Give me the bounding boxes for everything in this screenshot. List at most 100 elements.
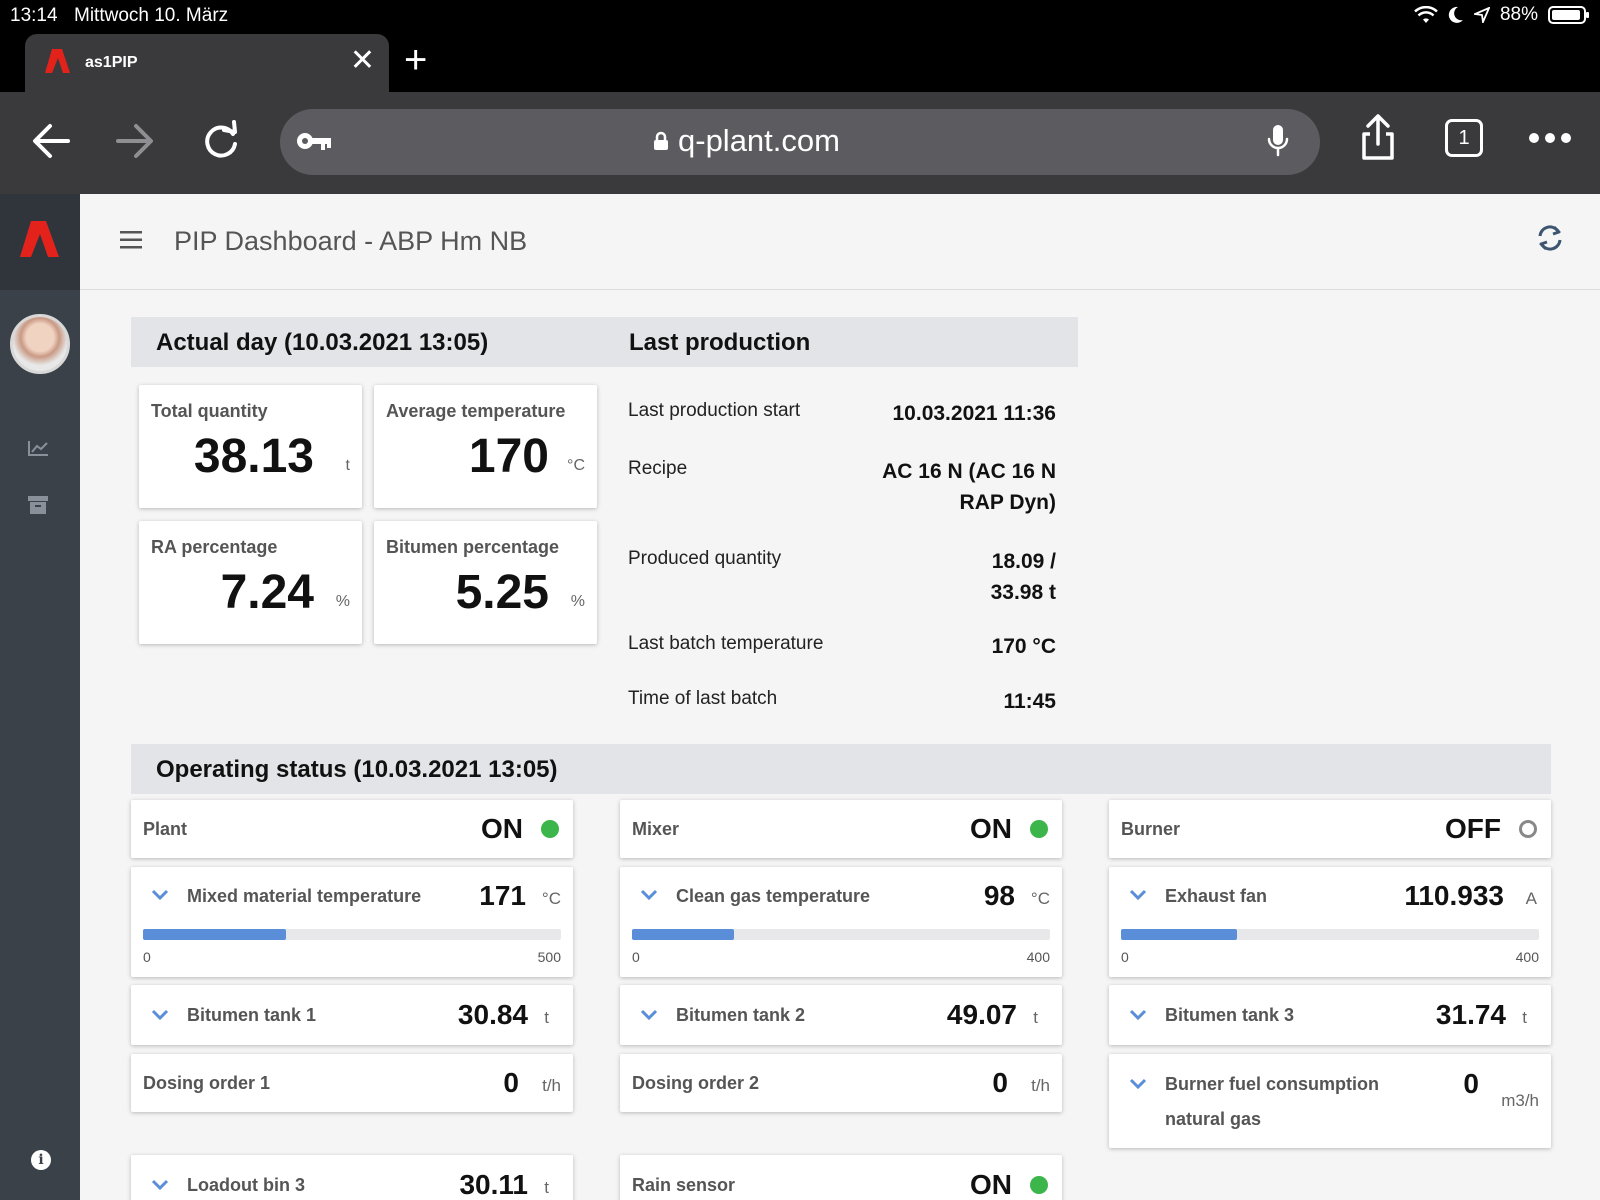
battery-icon <box>1548 6 1589 24</box>
status-rain-sensor: Rain sensor ON <box>620 1155 1062 1200</box>
status-dosing-order-1: Dosing order 1 0 t/h <box>131 1054 573 1112</box>
kpi-value: 170 <box>468 430 549 483</box>
lp-label: Last production start <box>628 400 801 421</box>
archive-icon[interactable] <box>27 495 49 515</box>
back-icon[interactable] <box>30 120 72 162</box>
avatar[interactable] <box>10 314 70 374</box>
chevron-down-icon[interactable] <box>1129 1078 1147 1090</box>
status-dosing-order-2: Dosing order 2 0 t/h <box>620 1054 1062 1112</box>
kpi-label: Total quantity <box>151 401 268 421</box>
status-unit: t/h <box>1031 1076 1050 1095</box>
info-icon[interactable]: i <box>31 1150 51 1170</box>
status-state: ON <box>481 813 523 844</box>
ammann-logo-icon <box>45 49 70 73</box>
app-header: PIP Dashboard - ABP Hm NB <box>80 194 1600 290</box>
refresh-icon[interactable] <box>1536 224 1564 252</box>
url-text[interactable]: q-plant.com <box>678 123 840 158</box>
operating-status-title: Operating status (10.03.2021 13:05) <box>156 756 558 783</box>
kpi-value: 5.25 <box>455 566 549 619</box>
chevron-down-icon[interactable] <box>640 889 658 901</box>
status-dot <box>1030 1176 1048 1194</box>
gauge-track <box>1121 929 1539 940</box>
status-plant: Plant ON <box>131 800 573 858</box>
forward-icon[interactable] <box>114 120 156 162</box>
status-value: 0 <box>992 1067 1008 1098</box>
kpi-bitumen-percentage: Bitumen percentage 5.25 % <box>374 521 597 644</box>
reload-icon[interactable] <box>200 120 242 162</box>
key-icon[interactable] <box>296 127 332 155</box>
status-bitumen-tank-1[interactable]: Bitumen tank 1 30.84 t <box>131 985 573 1045</box>
chevron-down-icon[interactable] <box>1129 1009 1147 1021</box>
new-tab-button[interactable]: + <box>404 38 428 82</box>
gauge-track <box>632 929 1050 940</box>
chevron-down-icon[interactable] <box>151 1179 169 1191</box>
last-production-title: Last production <box>629 329 811 356</box>
microphone-icon[interactable] <box>1266 123 1290 159</box>
kpi-value: 7.24 <box>220 566 314 619</box>
status-unit: t <box>1033 1008 1038 1027</box>
chart-icon[interactable] <box>27 439 49 457</box>
actual-day-title: Actual day (10.03.2021 13:05) <box>156 329 489 356</box>
chevron-down-icon[interactable] <box>151 1009 169 1021</box>
kpi-average-temperature: Average temperature 170 °C <box>374 385 597 508</box>
lp-value: 11:45 <box>1003 690 1056 713</box>
status-unit: A <box>1525 889 1537 908</box>
address-bar[interactable]: q-plant.com <box>280 109 1320 175</box>
ammann-logo-icon[interactable] <box>18 220 60 258</box>
status-state: ON <box>970 1169 1012 1200</box>
status-value: 171 <box>479 880 526 911</box>
app-logo-cell <box>0 194 80 290</box>
battery-percent: 88% <box>1499 4 1538 25</box>
chevron-down-icon[interactable] <box>640 1009 658 1021</box>
location-arrow-icon <box>1473 7 1490 23</box>
status-value: 31.74 <box>1435 999 1506 1030</box>
status-bitumen-tank-2[interactable]: Bitumen tank 2 49.07 t <box>620 985 1062 1045</box>
status-label: Dosing order 2 <box>632 1073 760 1093</box>
tabs-count-button[interactable]: 1 <box>1445 119 1483 157</box>
hamburger-menu-icon[interactable] <box>120 230 142 250</box>
page-title: PIP Dashboard - ABP Hm NB <box>174 226 528 256</box>
close-tab-icon[interactable]: ✕ <box>349 44 375 77</box>
kpi-value: 38.13 <box>193 430 314 483</box>
chevron-down-icon[interactable] <box>151 889 169 901</box>
gauge-min: 0 <box>1121 949 1129 965</box>
browser-tab[interactable]: as1PIP ✕ <box>25 34 389 92</box>
more-icon[interactable] <box>1528 132 1572 144</box>
status-bitumen-tank-3[interactable]: Bitumen tank 3 31.74 t <box>1109 985 1551 1045</box>
status-burner-fuel-consumption[interactable]: Burner fuel consumption natural gas 0 m3… <box>1109 1054 1551 1148</box>
gauge-min: 0 <box>143 949 151 965</box>
lp-label: Last batch temperature <box>628 633 824 654</box>
status-label: Mixer <box>632 819 680 839</box>
gauge-min: 0 <box>632 949 640 965</box>
status-clean-gas-temperature[interactable]: Clean gas temperature 98 °C 0 400 <box>620 867 1062 977</box>
status-loadout-bin-3[interactable]: Loadout bin 3 30.11 t <box>131 1155 573 1200</box>
status-label: Loadout bin 3 <box>187 1175 305 1195</box>
share-icon[interactable] <box>1358 112 1398 162</box>
status-unit: m3/h <box>1501 1091 1539 1110</box>
status-unit: t <box>1522 1008 1527 1027</box>
browser-toolbar: q-plant.com 1 <box>0 92 1600 194</box>
lp-value: 10.03.2021 11:36 <box>892 402 1057 425</box>
chevron-down-icon[interactable] <box>1129 889 1147 901</box>
gauge-max: 400 <box>1515 949 1539 965</box>
status-label: Mixed material temperature <box>187 886 422 906</box>
kpi-label: Average temperature <box>386 401 566 421</box>
kpi-label: Bitumen percentage <box>386 537 560 557</box>
lp-label: Time of last batch <box>628 688 778 709</box>
status-mixed-material-temperature[interactable]: Mixed material temperature 171 °C 0 500 <box>131 867 573 977</box>
status-exhaust-fan[interactable]: Exhaust fan 110.933 A 0 400 <box>1109 867 1551 977</box>
status-unit: °C <box>541 889 561 908</box>
status-state: ON <box>970 813 1012 844</box>
status-mixer: Mixer ON <box>620 800 1062 858</box>
status-dot <box>1519 820 1537 838</box>
gauge-fill <box>1121 929 1237 940</box>
kpi-ra-percentage: RA percentage 7.24 % <box>139 521 362 644</box>
status-value: 30.84 <box>457 999 528 1030</box>
status-unit: t <box>544 1178 549 1197</box>
status-dot <box>1030 820 1048 838</box>
status-value: 0 <box>503 1067 519 1098</box>
lp-label: Produced quantity <box>628 548 782 569</box>
gauge-track <box>143 929 561 940</box>
operating-status-header-bar: Operating status (10.03.2021 13:05) <box>131 744 1551 794</box>
lp-label: Recipe <box>628 458 688 479</box>
